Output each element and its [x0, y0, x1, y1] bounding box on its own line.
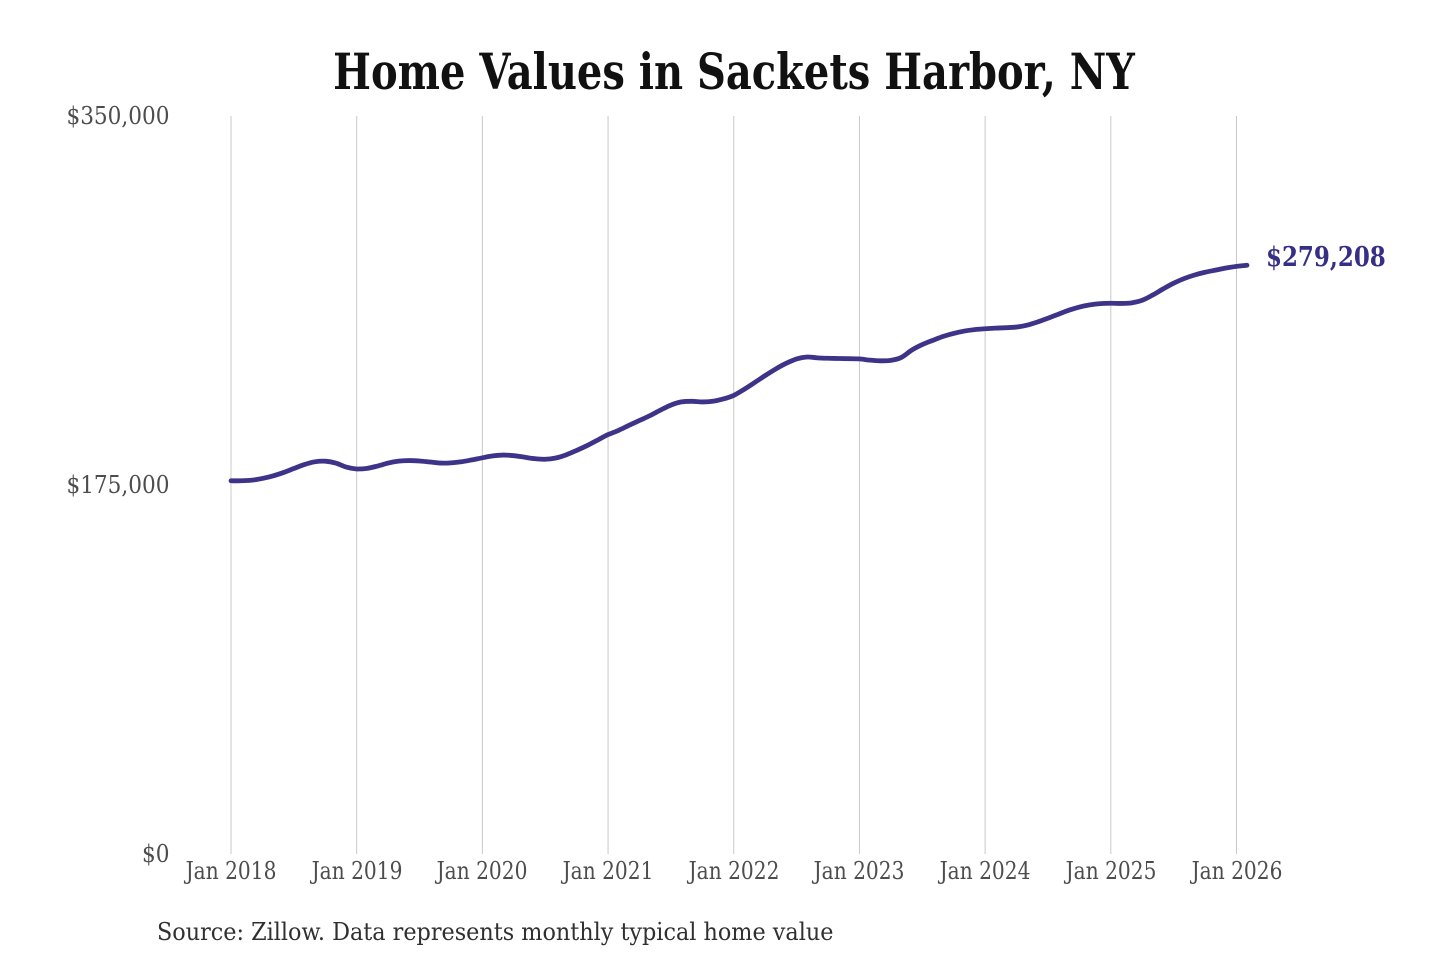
y-tick-label-0: $0 [142, 840, 170, 868]
x-tick-label-jan-2023: Jan 2023 [814, 857, 905, 885]
source-note: Source: Zillow. Data represents monthly … [157, 918, 834, 946]
home-value-series-line [228, 262, 1250, 484]
x-tick-label-jan-2024: Jan 2024 [939, 857, 1031, 885]
x-tick-label-jan-2019: Jan 2019 [311, 857, 403, 885]
x-tick-label-jan-2018: Jan 2018 [185, 857, 277, 885]
y-tick-label-175000: $175,000 [66, 471, 170, 499]
x-tick-label-jan-2021: Jan 2021 [562, 857, 654, 885]
x-tick-label-jan-2026: Jan 2026 [1191, 857, 1282, 885]
x-tick-label-jan-2025: Jan 2025 [1065, 857, 1157, 885]
x-tick-label-jan-2020: Jan 2020 [436, 857, 528, 885]
y-tick-label-350000: $350,000 [66, 102, 170, 130]
x-tick-label-jan-2022: Jan 2022 [688, 857, 780, 885]
chart-title: Home Values in Sackets Harbor, NY [333, 42, 1135, 101]
latest-value-label: $279,208 [1266, 242, 1386, 273]
